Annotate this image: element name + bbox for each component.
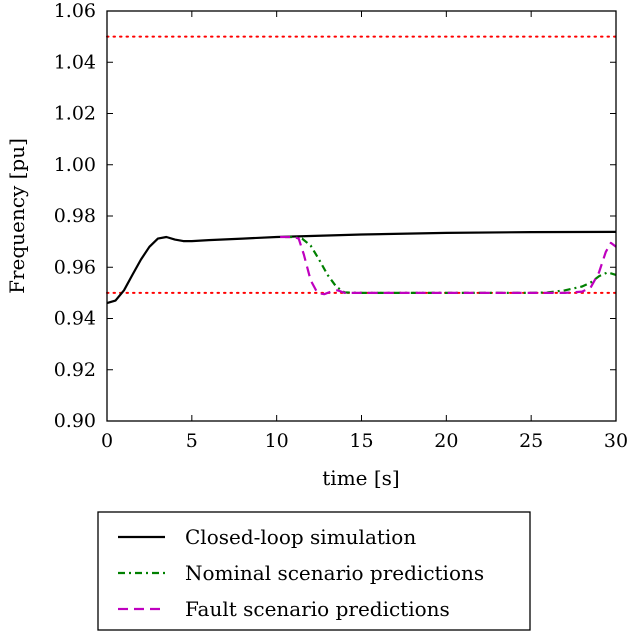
legend-label-2: Fault scenario predictions <box>185 597 450 621</box>
x-tick-label: 30 <box>604 430 628 452</box>
x-tick-label: 20 <box>434 430 458 452</box>
ref-lines-layer <box>106 35 617 294</box>
legend-label-1: Nominal scenario predictions <box>185 561 484 585</box>
legend: Closed-loop simulation Nominal scenario p… <box>97 511 531 631</box>
y-tick-label: 0.92 <box>54 359 96 381</box>
y-ticks-layer: 0.90 0.92 0.94 0.96 0.98 1.00 1.02 1.04 1.06 <box>54 0 616 432</box>
plot-frame <box>106 10 617 422</box>
y-axis-title: Frequency [pu] <box>5 138 29 294</box>
series-layer <box>106 230 617 305</box>
legend-box <box>97 511 531 631</box>
y-tick-label: 0.94 <box>54 308 96 330</box>
x-ticks-layer: 0 5 10 15 20 25 30 <box>101 11 628 452</box>
y-tick-label: 1.04 <box>54 51 96 73</box>
y-tick-label: 1.00 <box>54 154 96 176</box>
series-line-1 <box>285 235 617 294</box>
x-tick-label: 5 <box>186 430 198 452</box>
y-tick-label: 0.90 <box>54 410 96 432</box>
x-tick-label: 15 <box>349 430 373 452</box>
y-tick-label: 1.02 <box>54 103 96 125</box>
legend-label-0: Closed-loop simulation <box>185 525 416 549</box>
x-tick-label: 25 <box>519 430 543 452</box>
series-line-0 <box>106 230 617 305</box>
x-tick-label: 10 <box>265 430 289 452</box>
x-axis-title: time [s] <box>322 466 399 490</box>
y-tick-label: 0.98 <box>54 205 96 227</box>
series-line-2 <box>280 235 617 296</box>
y-tick-label: 0.96 <box>54 256 96 278</box>
y-tick-label: 1.06 <box>54 0 96 22</box>
x-tick-label: 0 <box>101 430 113 452</box>
